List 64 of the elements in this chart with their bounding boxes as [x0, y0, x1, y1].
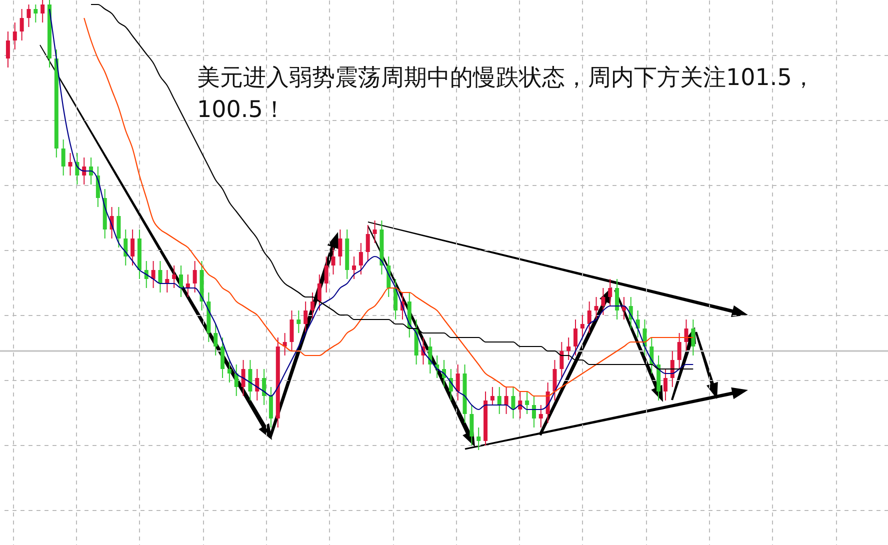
candlestick: [476, 427, 481, 450]
candlestick: [331, 247, 336, 275]
candlestick: [317, 274, 322, 311]
candlestick: [366, 224, 370, 262]
candlestick: [151, 260, 156, 288]
candlestick: [227, 360, 232, 383]
candlestick: [552, 360, 557, 401]
candlestick: [497, 386, 502, 414]
candlestick: [456, 364, 460, 401]
candlestick: [158, 260, 162, 293]
candlestick: [268, 386, 273, 428]
candlestick: [394, 278, 398, 320]
candlestick: [304, 301, 308, 334]
candlestick: [172, 265, 176, 288]
candlestick: [68, 152, 72, 176]
candlestick: [538, 404, 543, 428]
annotation: 美元进入弱势震荡周期中的慢跌状态，周内下方关注101.5，100.5！: [197, 64, 816, 125]
candlestick: [615, 278, 620, 320]
candlestick: [130, 229, 135, 266]
candlestick: [663, 368, 668, 401]
candlestick: [241, 360, 246, 396]
candlestick: [601, 288, 606, 316]
candlestick: [20, 8, 24, 41]
candlestick: [40, 0, 45, 23]
candlestick: [234, 364, 238, 396]
candlestick: [220, 337, 225, 378]
candlestick: [6, 31, 10, 68]
candlestick: [338, 229, 342, 266]
candlestick: [470, 404, 474, 446]
candlestick: [684, 319, 688, 352]
candlestick: [262, 368, 266, 406]
candlestick: [532, 396, 536, 428]
candlestick: [26, 4, 31, 28]
candlestick: [310, 292, 314, 320]
candlestick: [116, 206, 121, 248]
candlestick: [248, 360, 252, 401]
candlestick: [324, 256, 328, 293]
candlestick: [358, 242, 363, 275]
candlestick: [124, 229, 128, 266]
candlestick: [61, 139, 66, 176]
candlestick: [192, 260, 197, 293]
candlestick: [490, 386, 494, 406]
candlestick: [214, 324, 218, 356]
candlestick: [580, 314, 584, 338]
candlestick: [352, 256, 356, 280]
candlestick: [296, 310, 301, 334]
candlestick: [34, 4, 38, 23]
candlestick: [608, 278, 612, 306]
candlestick: [12, 22, 17, 50]
candlestick: [587, 301, 592, 334]
candlestick: [428, 337, 432, 374]
candlestick: [566, 337, 571, 360]
candlestick: [290, 310, 294, 352]
candlestick: [574, 319, 578, 356]
candlestick: [255, 368, 260, 401]
candlestick: [594, 296, 598, 320]
candlestick: [560, 342, 564, 378]
candlestick: [178, 265, 183, 298]
candlestick: [525, 391, 530, 414]
candlestick: [504, 386, 508, 414]
candlestick: [372, 220, 377, 244]
candlestick: [691, 319, 696, 356]
candlestick: [677, 332, 682, 370]
candlestick: [511, 386, 516, 419]
